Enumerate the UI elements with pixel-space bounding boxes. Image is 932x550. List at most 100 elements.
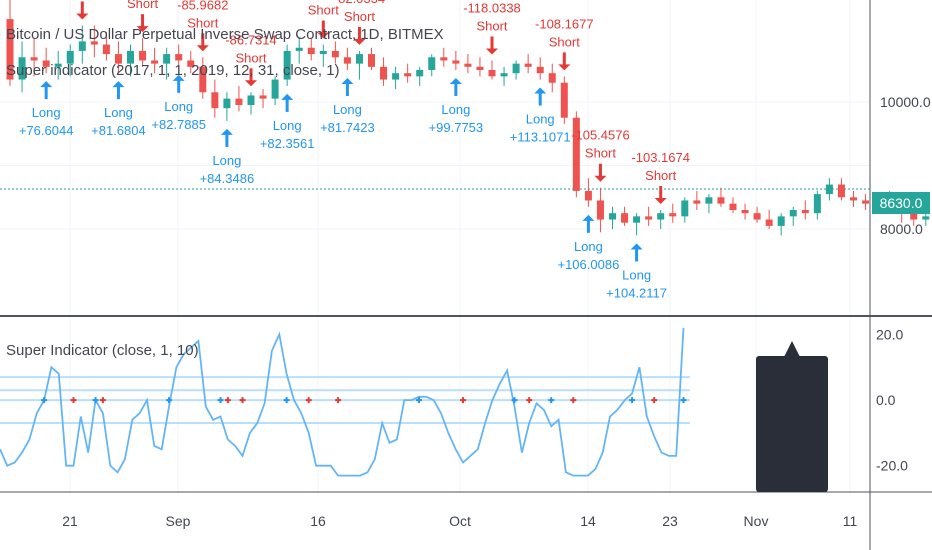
candle-body [753,213,761,220]
osc-cross-marker [99,397,106,404]
short-signal-label: -82.0334 [334,0,385,6]
osc-cross-marker [570,397,577,404]
candle-body [862,200,870,204]
candle-body [211,92,219,109]
long-signal-label: +82.3561 [260,136,315,151]
short-arrow-icon [317,32,330,39]
candle-body [440,57,448,61]
short-signal-label: Short [645,168,676,183]
osc-cross-marker [239,397,246,404]
long-signal-label: Long [622,267,651,282]
sub-indicator-label[interactable]: Super Indicator (close, 1, 10) [6,342,199,359]
time-axis-tick: Nov [744,513,769,529]
osc-cross-marker [511,397,518,404]
candle-body [669,213,677,217]
candle-body [476,66,484,70]
candle-body [633,216,641,223]
candle-body [741,210,749,214]
candle-body [548,73,556,83]
short-arrow-icon [76,13,89,20]
osc-cross-marker [283,397,290,404]
candle-body [42,60,50,67]
candle-body [560,82,568,118]
candle-body [151,60,159,64]
osc-cross-marker [70,397,77,404]
osc-axis-tick: -20.0 [876,458,908,474]
candle-body [368,54,375,67]
long-arrow-icon [449,78,462,84]
candle-body [139,50,147,61]
candle-body [693,200,701,204]
main-indicator-label[interactable]: Super indicator (2017, 1, 1, 2019, 12, 3… [6,62,340,79]
time-axis-tick: 14 [580,513,596,529]
long-arrow-icon [534,87,547,94]
candle-body [609,213,616,220]
candle-body [488,70,496,77]
candle-body [247,95,255,105]
short-signal-label: Short [127,0,158,11]
osc-cross-marker [217,397,224,404]
long-signal-label: Long [104,105,133,120]
short-arrow-icon [245,80,257,87]
candle-body [271,79,279,99]
long-signal-label: +76.6044 [19,123,74,138]
candle-body [464,63,472,67]
long-arrow-icon [582,214,595,221]
time-axis-tick: 21 [62,513,78,529]
short-arrow-icon [654,198,667,204]
short-arrow-icon [486,48,498,55]
candle-body [187,60,195,67]
candle-body [705,197,713,204]
long-arrow-icon [172,74,185,81]
long-arrow-icon [341,78,354,84]
chart-title: Bitcoin / US Dollar Perpetual Inverse Sw… [6,26,444,43]
osc-cross-marker [680,397,687,404]
candle-body [681,200,689,217]
candle-body [717,197,725,204]
candle-body [837,184,845,198]
long-arrow-icon [40,81,53,88]
candle-body [729,203,737,210]
candle-body [199,66,207,93]
short-arrow-icon [353,38,366,45]
long-arrow-icon [630,243,643,250]
candle-body [319,50,327,55]
candle-body [512,63,520,74]
osc-cross-marker [335,397,342,404]
candle-body [259,95,267,99]
candle-body [428,57,436,70]
candle-body [850,197,857,201]
long-signal-label: Long [574,239,603,254]
candle-body [813,194,821,214]
osc-cross-marker [651,397,658,404]
candle-body [524,63,532,67]
long-signal-label: Long [441,102,470,117]
candle-body [404,73,412,77]
short-signal-label: -86.7314 [225,32,276,47]
long-signal-label: +84.3486 [200,171,255,186]
short-signal-label: -108.1677 [535,16,594,31]
osc-cross-marker [41,397,48,404]
candle-body [343,57,351,64]
long-signal-label: Long [526,112,555,127]
candle-body [584,190,592,201]
short-signal-label: -85.9682 [177,0,228,12]
short-arrow-icon [136,26,149,33]
candle-body [6,19,14,80]
short-signal-label: -103.1674 [631,150,690,165]
candle-body [90,41,98,45]
short-arrow-icon [196,45,209,52]
time-axis-tick: Oct [449,513,471,529]
time-axis-tick: 23 [662,513,678,529]
candle-body [127,50,134,64]
candle-body [331,50,339,58]
osc-cross-marker [166,397,173,404]
short-signal-label: Short [549,34,580,49]
short-signal-label: Short [235,50,266,65]
long-signal-label: +106.0086 [557,257,619,272]
time-axis-tick: Sep [166,513,191,529]
long-signal-label: +82.7885 [151,117,206,132]
candle-body [392,73,400,80]
